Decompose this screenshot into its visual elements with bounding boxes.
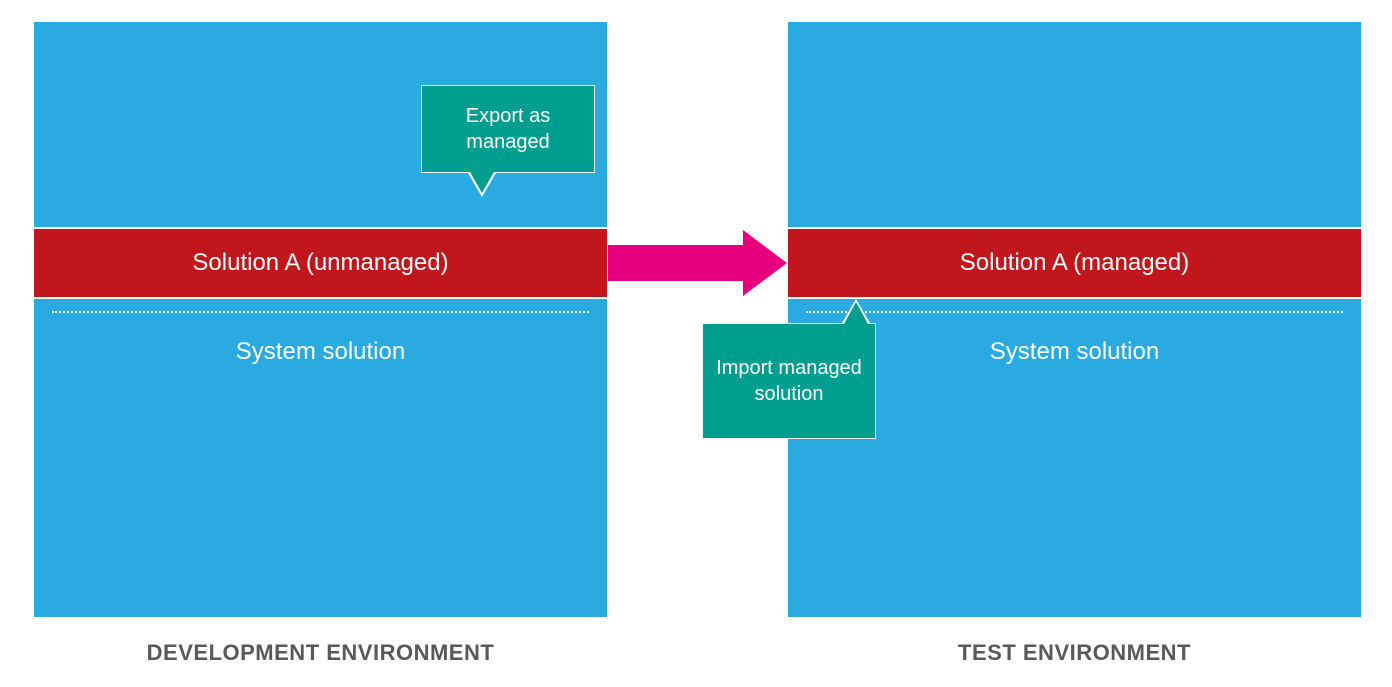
test-solution-label: Solution A (managed) — [960, 249, 1190, 277]
import-callout: Import managed solution — [702, 323, 876, 439]
dev-environment-label: DEVELOPMENT ENVIRONMENT — [34, 640, 607, 666]
test-environment-label: TEST ENVIRONMENT — [788, 640, 1361, 666]
export-callout-pointer-icon — [470, 172, 494, 193]
arrow-body — [608, 245, 743, 281]
test-environment-box — [788, 22, 1361, 617]
import-callout-pointer-icon — [844, 302, 868, 324]
dev-solution-label: Solution A (unmanaged) — [192, 249, 448, 277]
arrow-head-icon — [743, 230, 787, 296]
export-callout-label: Export as managed — [422, 103, 594, 155]
dev-dotted-divider — [52, 311, 589, 313]
export-callout: Export as managed — [421, 85, 595, 173]
test-dotted-divider — [806, 311, 1343, 313]
test-solution-bar: Solution A (managed) — [788, 227, 1361, 299]
dev-system-label: System solution — [34, 338, 607, 366]
dev-solution-bar: Solution A (unmanaged) — [34, 227, 607, 299]
import-callout-label: Import managed solution — [703, 355, 875, 407]
